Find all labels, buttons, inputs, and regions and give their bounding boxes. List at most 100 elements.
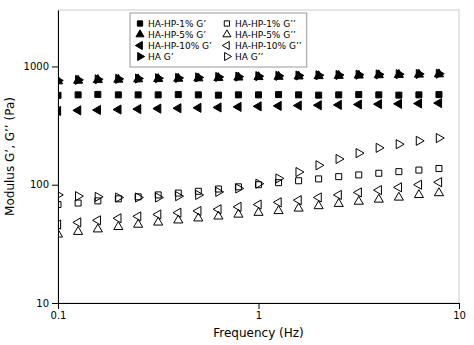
point — [75, 75, 83, 84]
point — [436, 166, 442, 172]
point — [113, 214, 121, 223]
legend-symbol — [135, 41, 142, 49]
point — [276, 92, 282, 98]
point — [95, 192, 103, 201]
point — [193, 206, 201, 215]
point — [235, 92, 241, 98]
legend-entry: HA-HP-1% G’ — [137, 19, 206, 29]
point — [256, 92, 262, 98]
point — [434, 188, 443, 196]
point — [273, 101, 281, 110]
point — [93, 105, 101, 114]
point — [414, 180, 422, 189]
point — [333, 190, 341, 199]
y-tick: 10 — [36, 298, 58, 309]
point — [376, 143, 384, 152]
legend: HA-HP-1% G’HA-HP-5% G’HA-HP-10% G’HA G’H… — [130, 13, 307, 67]
point — [114, 222, 123, 230]
point — [173, 104, 181, 113]
y-tick-label: 100 — [30, 179, 49, 190]
x-tick-mark — [58, 303, 59, 309]
point — [436, 69, 444, 78]
y-tick-label: 1000 — [24, 61, 49, 72]
series — [58, 188, 444, 237]
point — [134, 219, 143, 227]
point — [213, 205, 221, 214]
point — [216, 187, 224, 196]
point — [195, 92, 201, 98]
point — [133, 212, 141, 221]
point — [73, 106, 81, 115]
y-tick-mark — [52, 66, 58, 67]
point — [356, 92, 362, 98]
x-tick-mark — [259, 303, 260, 309]
point — [396, 92, 402, 98]
point — [233, 102, 241, 111]
point — [75, 92, 81, 98]
legend-entry: HA G’’ — [225, 52, 264, 62]
point — [336, 70, 344, 79]
point — [356, 149, 364, 158]
x-tick-label: 10 — [453, 310, 466, 321]
point — [136, 74, 144, 83]
point — [314, 201, 323, 209]
point — [296, 178, 302, 184]
point — [133, 105, 141, 114]
plot-area: 0.1110101001000HA-HP-1% G’HA-HP-5% G’HA-… — [24, 10, 466, 321]
point — [215, 92, 221, 98]
point — [58, 76, 63, 85]
legend-label: HA-HP-5% G’’ — [235, 30, 296, 40]
point — [236, 72, 244, 81]
legend-label: HA-HP-5% G’ — [148, 30, 206, 40]
point — [293, 101, 301, 110]
point — [316, 161, 324, 170]
point — [434, 178, 442, 187]
point — [274, 206, 283, 214]
series — [58, 69, 444, 84]
point — [93, 224, 102, 232]
legend-label: HA-HP-1% G’’ — [235, 19, 296, 29]
point — [75, 192, 83, 201]
point — [58, 220, 61, 229]
point — [293, 196, 301, 205]
series — [58, 134, 444, 203]
legend-label: HA-HP-1% G’ — [148, 19, 206, 29]
point — [434, 99, 442, 108]
point — [416, 167, 422, 173]
y-tick: 100 — [30, 179, 58, 190]
point — [376, 170, 382, 176]
point — [396, 169, 402, 175]
legend-entry: HA-HP-10% G’ — [135, 41, 212, 51]
chart: 0.1110101001000HA-HP-1% G’HA-HP-5% G’HA-… — [0, 0, 474, 345]
legend-entry: HA-HP-1% G’’ — [224, 19, 296, 29]
point — [336, 154, 344, 163]
series — [58, 99, 442, 116]
plot-frame — [58, 10, 459, 303]
point — [356, 172, 362, 178]
point — [316, 71, 324, 80]
point — [58, 229, 63, 237]
legend-symbol — [224, 21, 229, 26]
point — [296, 71, 304, 80]
point — [414, 99, 422, 108]
point — [376, 92, 382, 98]
legend-label: HA G’’ — [235, 52, 264, 62]
x-axis: 0.1 1 10 — [51, 303, 466, 321]
legend-symbol — [136, 30, 144, 37]
point — [374, 186, 382, 195]
point — [396, 140, 404, 149]
point — [193, 103, 201, 112]
x-tick-label: 1 — [256, 310, 262, 321]
point — [116, 74, 124, 83]
legend-frame — [130, 13, 307, 67]
legend-symbol — [225, 52, 232, 60]
y-tick-mark — [52, 185, 58, 186]
point — [113, 105, 121, 114]
point — [156, 193, 164, 202]
point — [236, 184, 244, 193]
point — [374, 194, 383, 202]
legend-entry: HA-HP-10% G’’ — [222, 41, 302, 51]
x-tick: 0.1 — [51, 303, 67, 321]
point — [196, 73, 204, 82]
point — [414, 190, 423, 198]
